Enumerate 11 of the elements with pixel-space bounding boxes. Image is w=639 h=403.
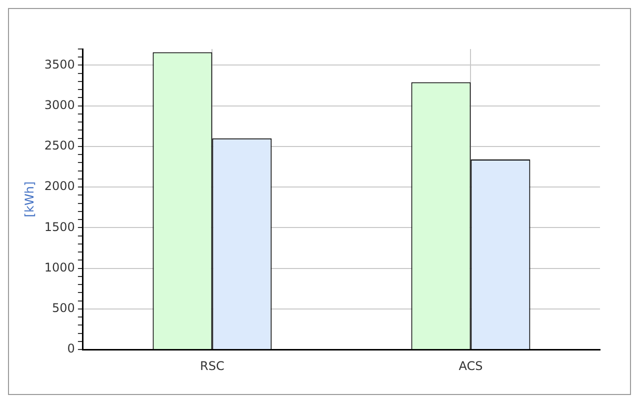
y-tick-label: 1000 [44, 260, 75, 274]
y-axis-title: [kWh] [22, 181, 36, 218]
x-tick-label: ACS [458, 358, 483, 373]
y-tick-label: 3000 [44, 98, 75, 112]
y-tick-label: 3500 [44, 57, 75, 72]
y-tick-label: 2000 [44, 179, 75, 194]
x-tick-label: RSC [200, 358, 224, 373]
y-tick-label: 1500 [44, 220, 75, 234]
y-tick-label: 0 [67, 342, 75, 356]
y-tick-label: 500 [52, 301, 75, 316]
y-tick-label: 2500 [44, 138, 75, 153]
